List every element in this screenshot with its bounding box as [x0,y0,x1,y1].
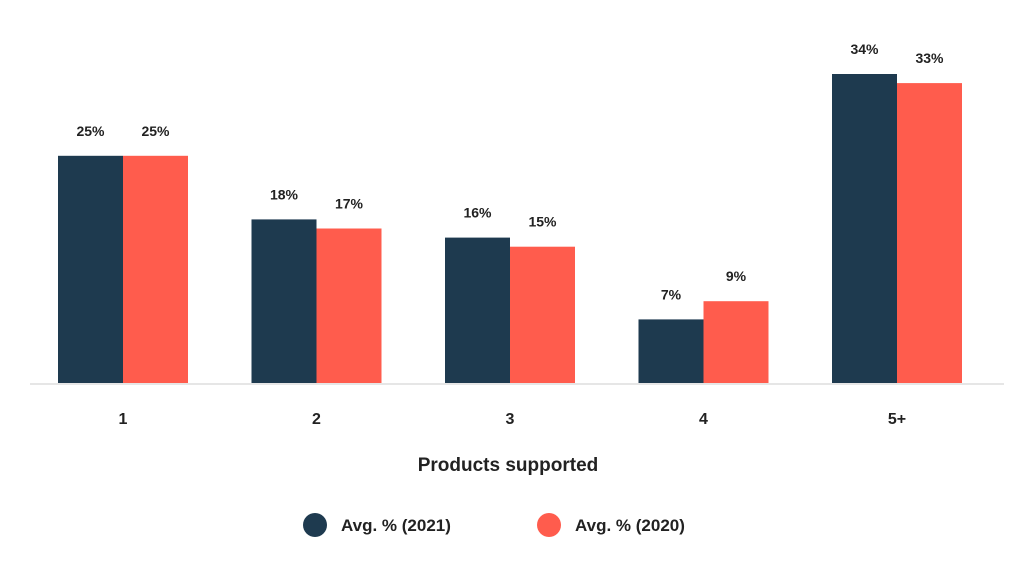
bar-2-series-0 [251,219,317,383]
legend-swatch-2021 [303,513,327,537]
data-label-5plus-series-0: 34% [850,41,879,57]
bar-2-series-1 [316,228,382,383]
bar-3-series-1 [510,246,575,383]
data-label-2-series-1: 17% [335,196,364,212]
data-label-4-series-1: 9% [726,268,747,284]
bar-1-series-1 [123,155,188,383]
legend-label-2020: Avg. % (2020) [575,516,685,535]
bar-3-series-0 [445,237,510,383]
bars-layer [58,74,962,383]
x-tick-label-4: 4 [699,411,708,428]
x-tick-label-1: 1 [119,411,128,428]
legend-swatch-2020 [537,513,561,537]
value-labels-layer: 25% 25% 18% 17% 16% 15% 7% 9% 34% 33% [76,41,944,302]
data-label-5plus-series-1: 33% [915,50,944,66]
bar-1-series-0 [58,155,123,383]
legend: Avg. % (2021) Avg. % (2020) [303,513,685,537]
bar-5plus-series-1 [897,83,962,383]
data-label-1-series-1: 25% [141,123,170,139]
data-label-3-series-0: 16% [463,205,492,221]
x-tick-label-3: 3 [506,411,515,428]
x-tick-labels: 1 2 3 4 5+ [119,411,907,428]
bar-4-series-1 [703,301,769,383]
x-axis-title: Products supported [418,455,599,476]
bar-4-series-0 [638,319,704,383]
x-tick-label-5plus: 5+ [888,411,906,428]
data-label-4-series-0: 7% [661,286,682,302]
bar-5plus-series-0 [832,74,897,383]
legend-label-2021: Avg. % (2021) [341,516,451,535]
data-label-2-series-0: 18% [270,186,299,202]
x-tick-label-2: 2 [312,411,321,428]
data-label-3-series-1: 15% [528,214,557,230]
data-label-1-series-0: 25% [76,123,105,139]
